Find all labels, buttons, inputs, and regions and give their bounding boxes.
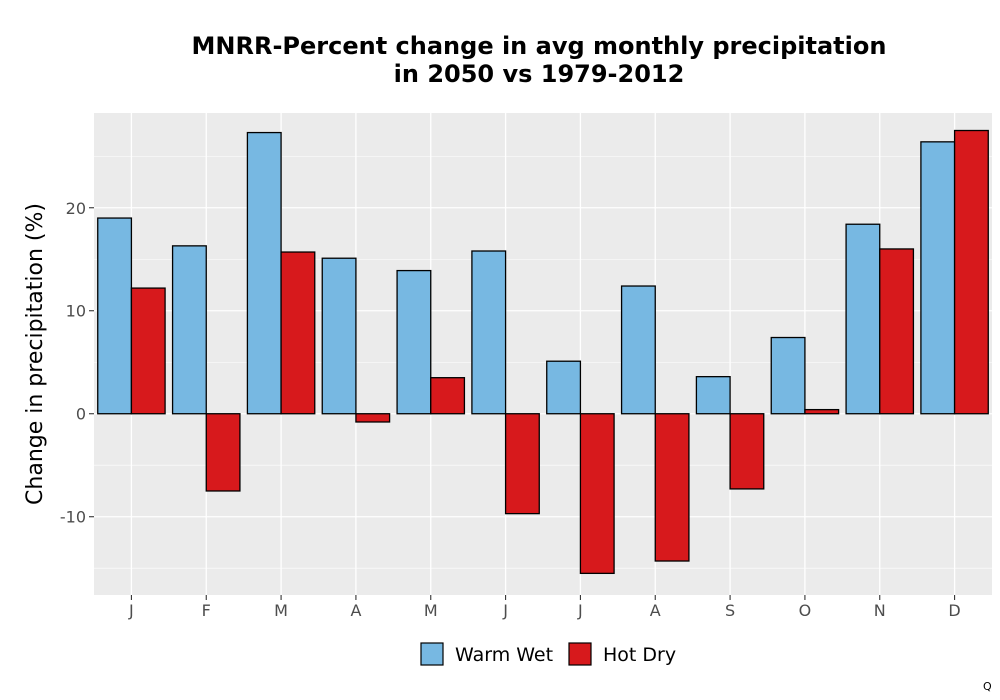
- plot-panel: [94, 113, 992, 595]
- bar-hot-dry: [430, 377, 466, 415]
- y-tick-label: 20: [66, 199, 86, 218]
- bar-warm-wet: [396, 269, 432, 415]
- bar-hot-dry: [280, 251, 316, 415]
- bar-warm-wet: [471, 250, 507, 415]
- legend-key-warm-wet: [420, 642, 444, 666]
- bar-hot-dry: [504, 413, 540, 515]
- x-tick-label: O: [799, 601, 812, 620]
- bar-hot-dry: [654, 413, 690, 562]
- bar-hot-dry: [130, 287, 166, 415]
- bar-warm-wet: [695, 376, 731, 415]
- bar-warm-wet: [171, 245, 207, 415]
- bar-hot-dry: [804, 408, 840, 415]
- x-tick-label: N: [874, 601, 886, 620]
- bar-warm-wet: [546, 360, 582, 415]
- bar-warm-wet: [246, 131, 282, 415]
- x-tick-label: M: [424, 601, 438, 620]
- bars: [97, 129, 989, 575]
- y-tick-label: 0: [76, 405, 86, 424]
- x-tick-label: F: [202, 601, 211, 620]
- y-axis-ticks: -10 0 10 20: [60, 199, 94, 527]
- x-tick-label: A: [350, 601, 361, 620]
- y-tick-label: -10: [60, 508, 86, 527]
- chart-title: MNRR-Percent change in avg monthly preci…: [192, 32, 887, 60]
- bar-hot-dry: [879, 248, 915, 415]
- y-axis-title: Change in precipitation (%): [23, 203, 48, 505]
- y-tick-label: 10: [66, 302, 86, 321]
- bar-hot-dry: [953, 129, 989, 415]
- corner-mark: Q: [983, 680, 992, 693]
- bar-warm-wet: [920, 141, 956, 415]
- x-tick-label: M: [274, 601, 288, 620]
- legend-key-hot-dry: [568, 642, 592, 666]
- chart-subtitle: in 2050 vs 1979-2012: [394, 60, 685, 88]
- bar-warm-wet: [845, 223, 881, 415]
- legend-label-warm-wet: Warm Wet: [455, 644, 553, 666]
- bar-hot-dry: [729, 413, 765, 490]
- bar-warm-wet: [97, 217, 133, 415]
- bar-hot-dry: [355, 413, 391, 423]
- x-tick-label: J: [502, 601, 508, 620]
- bar-warm-wet: [620, 285, 656, 415]
- x-tick-label: J: [128, 601, 134, 620]
- x-tick-label: D: [948, 601, 960, 620]
- x-tick-label: S: [725, 601, 735, 620]
- x-tick-label: J: [577, 601, 583, 620]
- legend-label-hot-dry: Hot Dry: [603, 644, 676, 666]
- x-tick-label: A: [650, 601, 661, 620]
- bar-hot-dry: [205, 413, 241, 492]
- legend: Warm Wet Hot Dry: [420, 642, 676, 666]
- bar-hot-dry: [579, 413, 615, 575]
- bar-warm-wet: [321, 257, 357, 415]
- bar-warm-wet: [770, 336, 806, 415]
